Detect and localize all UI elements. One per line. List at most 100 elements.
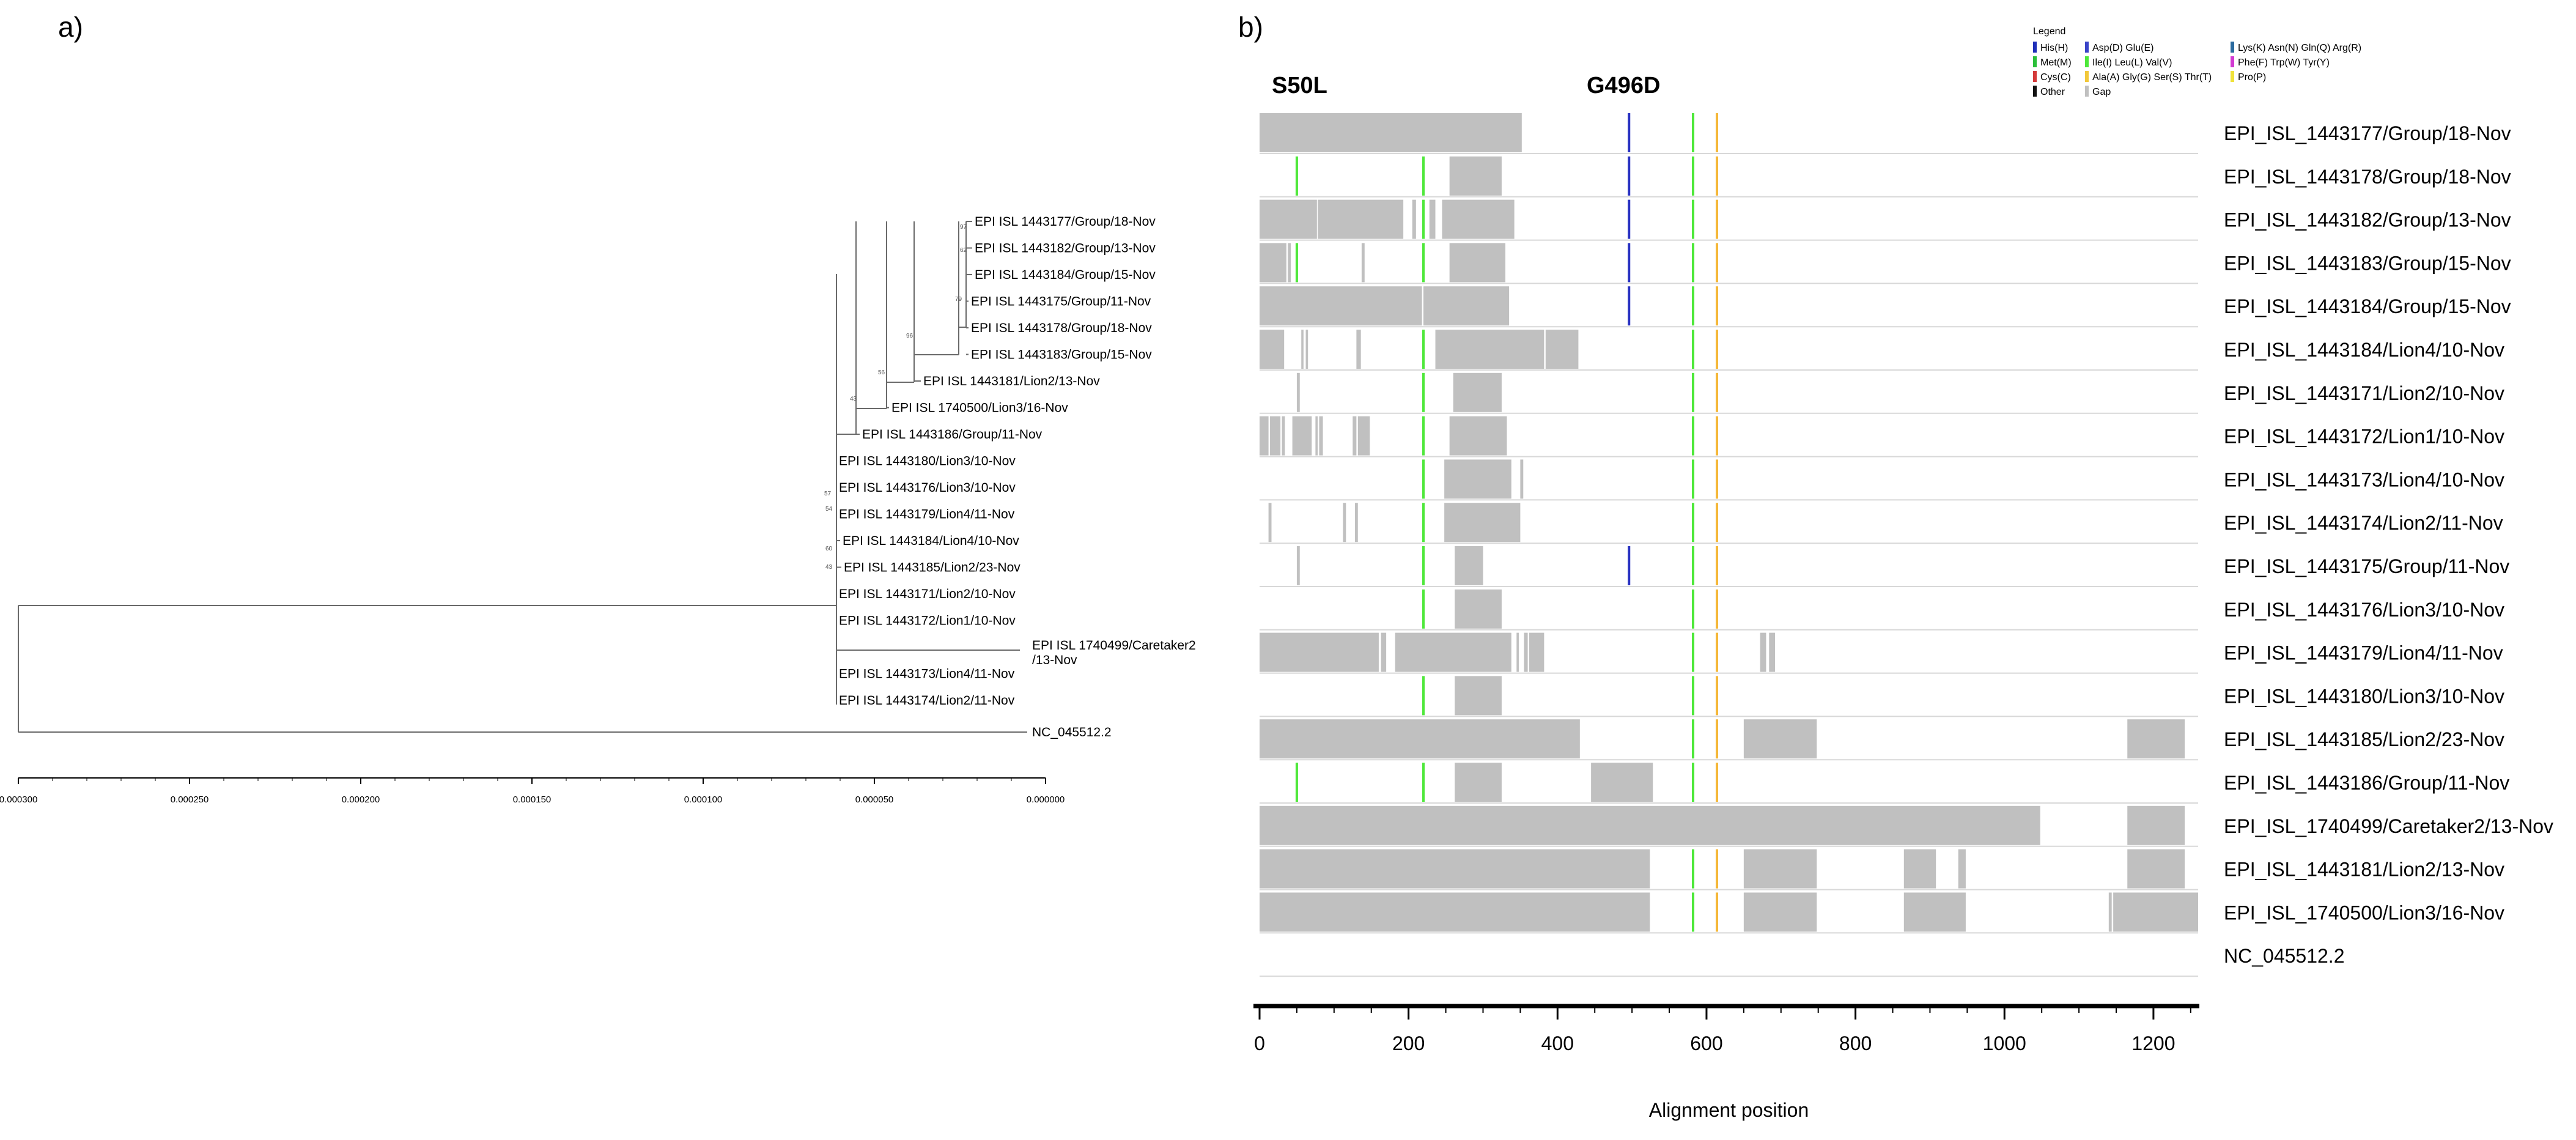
substitution-mark <box>1422 589 1425 629</box>
gap-block <box>1315 416 1318 456</box>
tree-x-tick-label: 0.000050 <box>855 794 894 805</box>
substitution-mark <box>1716 849 1719 889</box>
alignment-x-tick-label: 0 <box>1254 1032 1265 1054</box>
gap-block <box>1444 459 1511 499</box>
bootstrap-label: 60 <box>825 546 833 552</box>
gap-block <box>1412 199 1416 239</box>
substitution-mark <box>1692 286 1695 326</box>
legend-swatch <box>2033 56 2037 67</box>
tree-leaf-label: EPI ISL 1443179/Lion4/11-Nov <box>839 508 1015 522</box>
gap-block <box>1591 763 1653 802</box>
gap-block <box>1357 416 1370 456</box>
substitution-mark <box>1422 763 1425 802</box>
substitution-mark <box>1716 113 1719 152</box>
gap-block <box>1760 632 1766 672</box>
tree-leaf-label: EPI ISL 1443184/Lion4/10-Nov <box>843 534 1019 548</box>
substitution-mark <box>1692 330 1695 369</box>
gap-block <box>1395 632 1511 672</box>
gap-block <box>2127 849 2185 889</box>
bootstrap-label: 57 <box>824 490 832 497</box>
substitution-mark <box>1716 763 1719 802</box>
gap-block <box>1319 416 1323 456</box>
tree-leaf-label: EPI ISL 1443176/Lion3/10-Nov <box>839 481 1016 495</box>
tree-leaf-label: EPI ISL 1443184/Group/15-Nov <box>975 268 1156 282</box>
gap-block <box>1301 330 1304 369</box>
gap-block <box>1354 503 1358 542</box>
sequence-label: EPI_ISL_1443175/Group/11-Nov <box>2224 555 2509 577</box>
gap-block <box>1292 416 1312 456</box>
sequence-label: EPI_ISL_1443173/Lion4/10-Nov <box>2224 468 2504 490</box>
mutation-annotation: S50L <box>1272 73 1327 98</box>
sequence-label: EPI_ISL_1443181/Lion2/13-Nov <box>2224 859 2504 881</box>
substitution-mark <box>1716 372 1719 412</box>
tree-x-tick-label: 0.000250 <box>171 794 209 805</box>
gap-block <box>2127 719 2185 759</box>
substitution-mark <box>1716 632 1719 672</box>
gap-block <box>1958 849 1966 889</box>
gap-block <box>1353 416 1357 456</box>
gap-block <box>1260 113 1522 152</box>
substitution-mark <box>1422 156 1425 196</box>
sequence-label: EPI_ISL_1443172/Lion1/10-Nov <box>2224 426 2504 448</box>
alignment-x-tick-label: 200 <box>1392 1032 1425 1054</box>
substitution-mark <box>1692 719 1695 759</box>
legend-item: Ile(I) Leu(L) Val(V) <box>2092 57 2172 68</box>
sequence-label: EPI_ISL_1443178/Group/18-Nov <box>2224 166 2511 188</box>
substitution-mark <box>1422 459 1425 499</box>
legend-item: Pro(P) <box>2238 72 2266 83</box>
substitution-mark <box>1692 372 1695 412</box>
gap-block <box>2108 892 2112 932</box>
legend-swatch <box>2085 86 2089 97</box>
substitution-mark <box>1628 156 1631 196</box>
bootstrap-label: 79 <box>955 296 962 303</box>
substitution-mark <box>1716 156 1719 196</box>
tree-leaf-label: EPI ISL 1443174/Lion2/11-Nov <box>839 694 1015 708</box>
alignment-x-tick-label: 1000 <box>1983 1032 2026 1054</box>
alignment-x-tick-label: 1200 <box>2131 1032 2175 1054</box>
gap-block <box>1260 416 1269 456</box>
tree-x-tick-label: 0.000300 <box>0 794 37 805</box>
tree-leaf-label: EPI ISL 1443181/Lion2/13-Nov <box>923 374 1100 388</box>
legend-item: Met(M) <box>2040 57 2072 68</box>
legend-item: Phe(F) Trp(W) Tyr(Y) <box>2238 57 2330 68</box>
substitution-mark <box>1692 113 1695 152</box>
substitution-mark <box>1716 676 1719 716</box>
substitution-mark <box>1422 416 1425 456</box>
gap-block <box>1260 286 1422 326</box>
substitution-mark <box>1628 286 1631 326</box>
tree-leaf-label: EPI ISL 1443186/Group/11-Nov <box>862 428 1043 442</box>
sequence-label: EPI_ISL_1443171/Lion2/10-Nov <box>2224 382 2504 404</box>
gap-block <box>1449 156 1502 196</box>
gap-block <box>1769 632 1776 672</box>
legend-item: Gap <box>2092 87 2111 97</box>
gap-block <box>1318 199 1404 239</box>
tree-x-tick-label: 0.000000 <box>1027 794 1065 805</box>
sequence-label: EPI_ISL_1443182/Group/13-Nov <box>2224 209 2511 231</box>
legend-swatch <box>2033 42 2037 53</box>
substitution-mark <box>1422 372 1425 412</box>
legend-item: Lys(K) Asn(N) Gln(Q) Arg(R) <box>2238 43 2361 53</box>
substitution-mark <box>1692 156 1695 196</box>
tree-leaf-label: EPI ISL 1443182/Group/13-Nov <box>975 242 1156 256</box>
bootstrap-label: 54 <box>825 506 833 513</box>
legend-item: Ala(A) Gly(G) Ser(S) Thr(T) <box>2092 72 2212 83</box>
substitution-mark <box>1692 459 1695 499</box>
mutation-annotation: G496D <box>1587 73 1660 98</box>
substitution-mark <box>1716 199 1719 239</box>
substitution-mark <box>1692 503 1695 542</box>
legend-swatch <box>2231 56 2234 67</box>
gap-block <box>1516 632 1519 672</box>
alignment-x-tick-label: 800 <box>1839 1032 1872 1054</box>
gap-block <box>1268 503 1272 542</box>
gap-block <box>1356 330 1361 369</box>
gap-block <box>1435 330 1544 369</box>
gap-block <box>1260 330 1285 369</box>
gap-block <box>1453 372 1502 412</box>
gap-block <box>1260 199 1317 239</box>
substitution-mark <box>1692 546 1695 585</box>
legend-swatch <box>2231 71 2234 82</box>
tree-leaf-label: EPI ISL 1443173/Lion4/11-Nov <box>839 667 1015 681</box>
bootstrap-label: 62 <box>960 247 967 254</box>
tree-leaf-label: EPI ISL 1443178/Group/18-Nov <box>971 321 1152 335</box>
